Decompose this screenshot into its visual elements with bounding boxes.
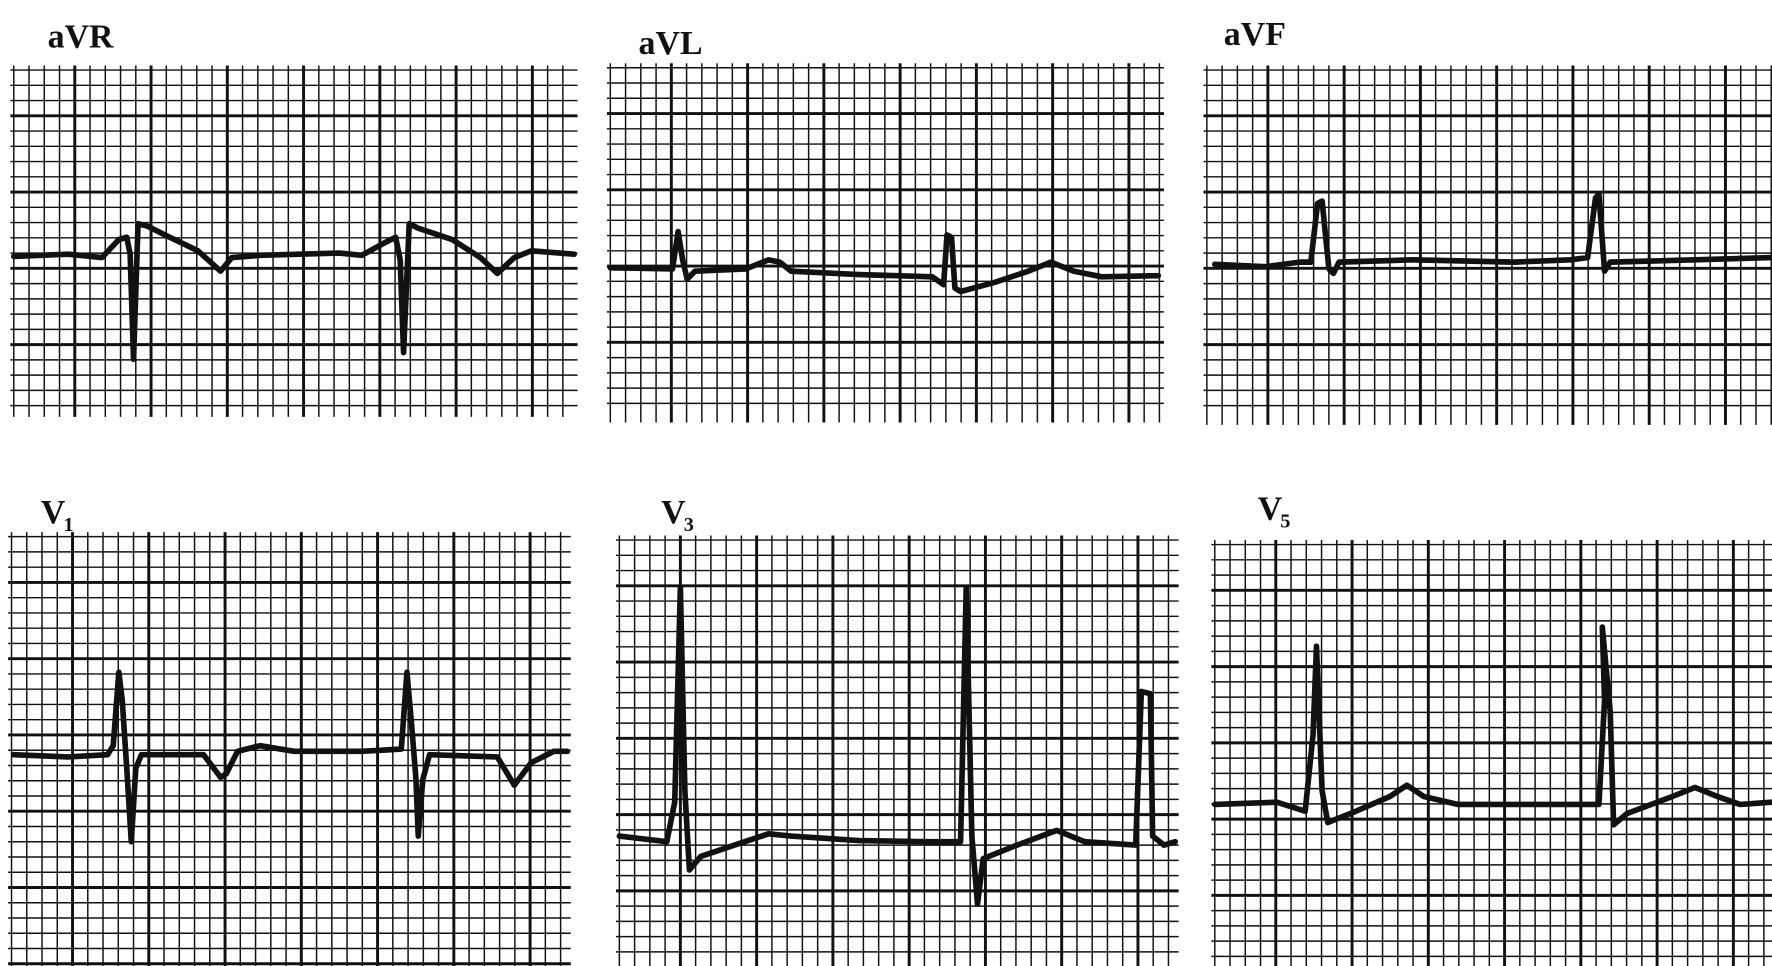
ecg-grid [1203, 65, 1772, 425]
ecg-trace-v3 [616, 584, 1179, 907]
ecg-trace-v1 [10, 669, 571, 845]
lead-label: aVR [48, 18, 114, 55]
ecg-grid [606, 63, 1164, 423]
lead-panel-avf: aVF [1211, 16, 1772, 277]
lead-panel-v5: V 5 [1211, 491, 1772, 828]
lead-panel-avr: aVR [10, 18, 577, 363]
lead-label: aVF [1224, 16, 1286, 53]
lead-label-subscript: 3 [684, 514, 694, 536]
lead-panel-avl: aVL [607, 25, 1162, 295]
lead-label-subscript: 1 [63, 514, 73, 536]
lead-panel-v3: V 3 [616, 494, 1179, 907]
lead-label: aVL [639, 25, 703, 62]
lead-panel-v1: V 1 [10, 494, 571, 845]
ecg-trace-avl [607, 228, 1162, 295]
lead-label: V [41, 494, 66, 531]
ecg-trace-avr [10, 220, 577, 363]
ecg-trace-avf [1211, 191, 1772, 277]
lead-label-subscript: 5 [1280, 511, 1290, 533]
ecg-grid [10, 65, 578, 417]
lead-label: V [661, 494, 686, 531]
ecg-trace-v5 [1211, 624, 1772, 828]
ecg-grid [1211, 540, 1772, 966]
lead-label: V [1258, 491, 1283, 528]
ecg-grid [8, 532, 571, 966]
ecg-grid [615, 535, 1179, 966]
